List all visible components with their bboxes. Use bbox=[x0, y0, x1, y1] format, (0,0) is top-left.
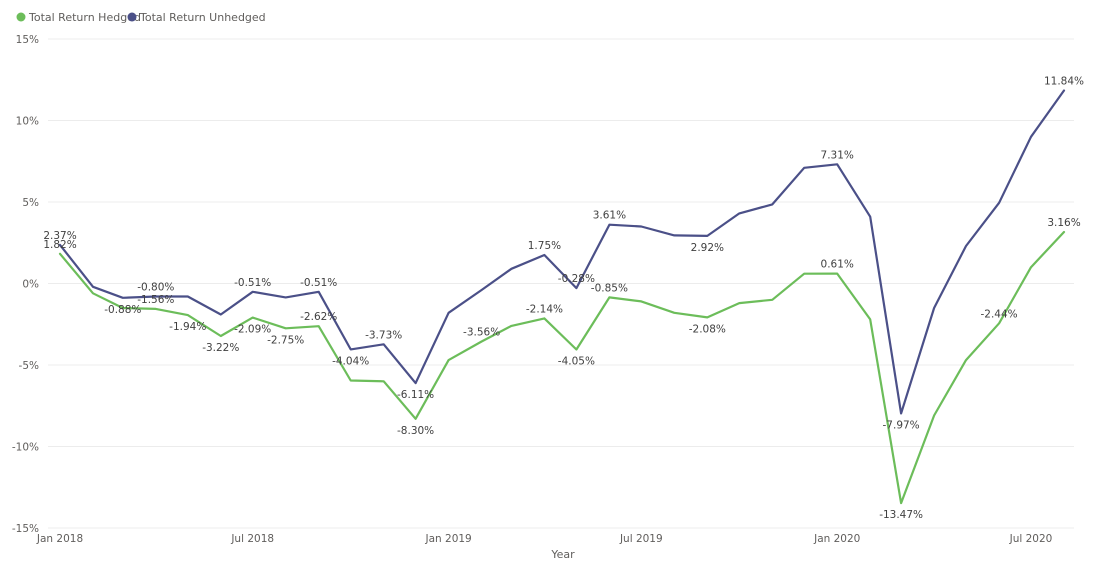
data-label: -4.05% bbox=[558, 356, 595, 368]
x-axis: Jan 2018 Jul 2018 Jan 2019 Jul 2019 Jan 2020… bbox=[36, 533, 1052, 545]
x-tick-label: Jul 2018 bbox=[230, 533, 274, 545]
data-labels: 1.82%2.37% -0.88%-1.56%-0.80% -1.94% -3.22%… bbox=[43, 76, 1084, 522]
data-label: -0.88% bbox=[104, 304, 141, 316]
data-label: -3.22% bbox=[202, 342, 239, 354]
x-tick-label: Jan 2020 bbox=[813, 533, 860, 545]
data-label: -0.85% bbox=[591, 282, 628, 294]
data-label: 1.82% bbox=[43, 239, 76, 251]
x-tick-label: Jan 2018 bbox=[36, 533, 83, 545]
gridlines bbox=[48, 38, 1074, 529]
y-tick-label: 0% bbox=[22, 279, 39, 291]
data-label: -2.75% bbox=[267, 334, 304, 346]
data-label: -2.62% bbox=[300, 311, 337, 323]
y-tick-label: 5% bbox=[22, 197, 39, 209]
y-tick-label: -15% bbox=[12, 523, 39, 535]
x-tick-label: Jul 2019 bbox=[619, 533, 663, 545]
legend-marker-hedged bbox=[16, 12, 26, 22]
data-label: -1.94% bbox=[169, 321, 206, 333]
series-lines bbox=[58, 89, 1066, 505]
y-tick-label: 15% bbox=[16, 34, 39, 46]
y-axis: 15% 10% 5% 0% -5% -10% -15% bbox=[12, 34, 39, 535]
data-label: -7.97% bbox=[883, 419, 920, 431]
legend-label-hedged[interactable]: Total Return Hedged bbox=[28, 11, 141, 24]
x-tick-label: Jan 2019 bbox=[424, 533, 471, 545]
y-tick-label: 10% bbox=[16, 116, 39, 128]
series-line-unhedged[interactable] bbox=[58, 89, 1066, 415]
series-line-hedged[interactable] bbox=[58, 230, 1066, 505]
y-tick-label: -10% bbox=[12, 442, 39, 454]
data-label: 3.16% bbox=[1047, 217, 1080, 229]
data-label: 7.31% bbox=[821, 149, 854, 161]
data-label: 2.37% bbox=[43, 230, 76, 242]
data-label: 3.61% bbox=[593, 210, 626, 222]
x-axis-title: Year bbox=[550, 548, 575, 561]
data-label: -3.56% bbox=[463, 327, 500, 339]
x-tick-label: Jul 2020 bbox=[1009, 533, 1053, 545]
data-label: -6.11% bbox=[397, 389, 434, 401]
data-label: -2.09% bbox=[234, 324, 271, 336]
data-label: 11.84% bbox=[1044, 76, 1084, 88]
data-label: -2.08% bbox=[689, 323, 726, 335]
data-label: -2.14% bbox=[526, 303, 563, 315]
data-label: -1.56% bbox=[137, 294, 174, 306]
legend-marker-unhedged bbox=[127, 12, 137, 22]
data-label: -0.28% bbox=[558, 273, 595, 285]
data-label: -3.73% bbox=[365, 329, 402, 341]
legend-label-unhedged[interactable]: Total Return Unhedged bbox=[139, 11, 266, 24]
y-tick-label: -5% bbox=[19, 360, 39, 372]
data-label: 1.75% bbox=[528, 240, 561, 252]
data-label: -0.80% bbox=[137, 282, 174, 294]
data-label: -2.44% bbox=[980, 308, 1017, 320]
data-label: -0.51% bbox=[300, 277, 337, 289]
data-label: -8.30% bbox=[397, 425, 434, 437]
data-label: -0.51% bbox=[234, 277, 271, 289]
data-label: -4.04% bbox=[332, 355, 369, 367]
data-label: -13.47% bbox=[879, 509, 923, 521]
data-label: 0.61% bbox=[821, 259, 854, 271]
legend: Total Return Hedged Total Return Unhedge… bbox=[16, 11, 266, 24]
data-label: 2.92% bbox=[691, 242, 724, 254]
